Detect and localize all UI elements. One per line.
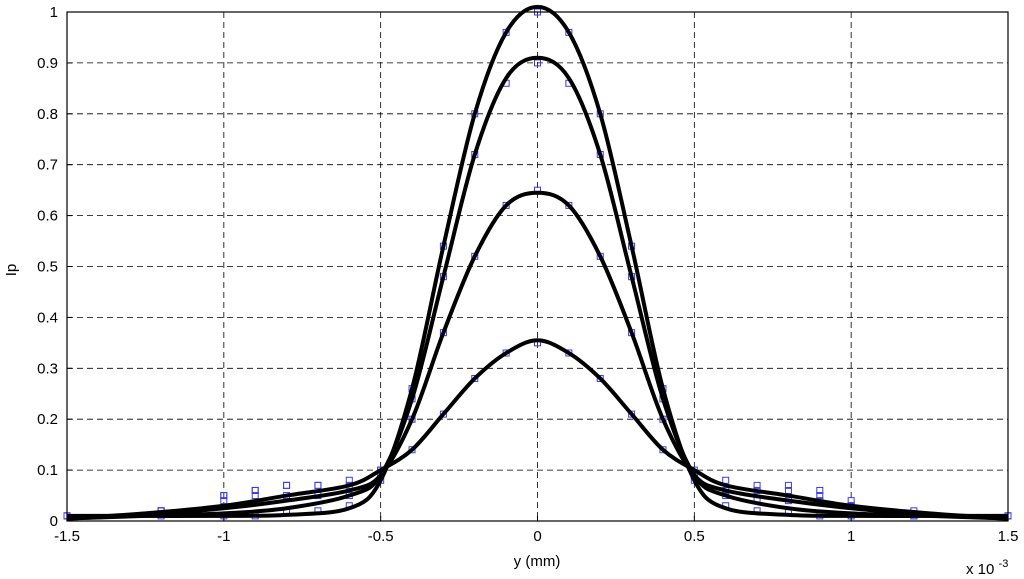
y-tick-label: 0.9 — [37, 55, 58, 72]
marker-series-4 — [63, 339, 1012, 520]
data-point — [220, 492, 228, 500]
data-point — [345, 476, 353, 484]
data-point — [816, 486, 824, 494]
line-layer — [66, 4, 1009, 521]
y-tick-label: 0.4 — [37, 309, 58, 326]
data-point — [534, 59, 541, 67]
x-tick-label: 0.5 — [684, 528, 705, 545]
fit-curve-3 — [66, 190, 1009, 521]
y-axis-label: Ip — [3, 264, 20, 277]
x-axis-label: y (mm) — [514, 553, 561, 570]
x-tick-label: 0 — [533, 528, 541, 545]
data-point — [722, 476, 730, 484]
fit-curve-2 — [66, 55, 1009, 521]
y-tick-label: 1 — [50, 4, 58, 21]
x-scale-label: x 10 -3 — [966, 558, 1008, 578]
y-tick-label: 0 — [50, 513, 58, 530]
y-tick-label: 0.2 — [37, 411, 58, 428]
data-point — [471, 374, 479, 382]
data-point — [784, 486, 792, 494]
data-point — [847, 497, 855, 505]
x-scale-base: x 10 — [966, 561, 994, 578]
y-tick-label: 0.5 — [37, 259, 58, 276]
x-tick-label: 1 — [847, 528, 855, 545]
data-point — [314, 481, 322, 489]
data-point — [220, 497, 228, 505]
x-tick-label: -1 — [217, 528, 230, 545]
y-tick-label: 0.1 — [37, 462, 58, 479]
data-point — [283, 481, 291, 489]
x-tick-label: 1.5 — [998, 528, 1019, 545]
data-point — [753, 481, 761, 489]
data-point — [596, 374, 604, 382]
data-point — [251, 492, 259, 500]
tick-layer: -1.5 -1 -0.5 0 0.5 1 1.5 0 0.1 0.2 0.3 0.4 0.5 0.6 0.7… — [37, 4, 1018, 545]
y-tick-label: 0.8 — [37, 106, 58, 123]
x-tick-label: -1.5 — [54, 528, 80, 545]
fit-curve-4 — [66, 338, 1009, 521]
data-point — [816, 492, 824, 500]
data-point — [251, 486, 259, 494]
x-tick-label: -0.5 — [368, 528, 394, 545]
data-point — [502, 201, 510, 209]
y-tick-label: 0.3 — [37, 360, 58, 377]
y-tick-label: 0.7 — [37, 157, 58, 174]
x-scale-exponent: -3 — [999, 558, 1009, 570]
fit-curve-1 — [67, 4, 1008, 518]
data-point — [784, 481, 792, 489]
data-point — [565, 201, 573, 209]
y-tick-label: 0.6 — [37, 208, 58, 225]
